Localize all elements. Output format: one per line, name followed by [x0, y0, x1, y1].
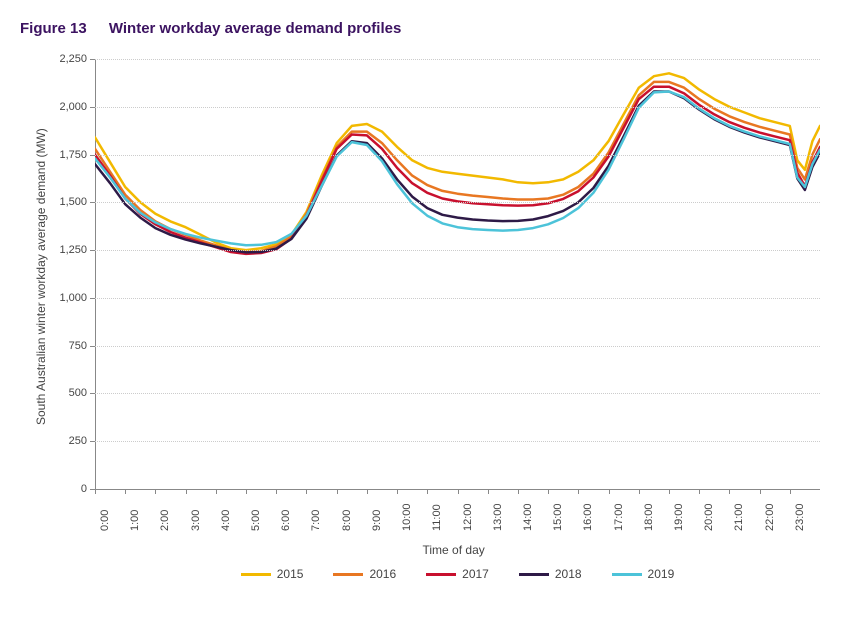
x-tick-label: 16:00	[582, 503, 594, 531]
legend-swatch	[241, 573, 271, 576]
y-tick	[90, 346, 95, 347]
x-tick-label: 5:00	[250, 510, 262, 531]
x-tick-label: 2:00	[159, 510, 171, 531]
y-tick-label: 1,750	[37, 149, 87, 161]
x-tick-label: 13:00	[492, 503, 504, 531]
x-tick	[337, 489, 338, 494]
gridline-h	[95, 155, 820, 156]
x-tick-label: 6:00	[280, 510, 292, 531]
x-tick-label: 12:00	[462, 503, 474, 531]
x-tick	[306, 489, 307, 494]
y-tick	[90, 298, 95, 299]
x-tick	[790, 489, 791, 494]
x-tick-label: 3:00	[190, 510, 202, 531]
y-tick-label: 2,250	[37, 53, 87, 65]
gridline-h	[95, 346, 820, 347]
legend-item-2016: 2016	[333, 567, 396, 581]
x-tick-label: 20:00	[703, 503, 715, 531]
gridline-h	[95, 202, 820, 203]
series-2017	[95, 87, 820, 254]
y-tick-label: 1,250	[37, 244, 87, 256]
y-tick	[90, 250, 95, 251]
y-tick-label: 250	[37, 435, 87, 447]
x-tick	[427, 489, 428, 494]
x-tick	[760, 489, 761, 494]
x-tick	[699, 489, 700, 494]
x-tick-label: 7:00	[310, 510, 322, 531]
legend-swatch	[612, 573, 642, 576]
x-tick-label: 21:00	[733, 503, 745, 531]
x-tick	[639, 489, 640, 494]
y-tick	[90, 59, 95, 60]
x-tick	[95, 489, 96, 494]
x-tick-label: 1:00	[129, 510, 141, 531]
x-tick	[186, 489, 187, 494]
y-tick	[90, 393, 95, 394]
x-tick	[518, 489, 519, 494]
x-tick	[729, 489, 730, 494]
x-tick	[216, 489, 217, 494]
x-tick	[669, 489, 670, 494]
x-tick	[609, 489, 610, 494]
x-tick	[548, 489, 549, 494]
y-tick-label: 1,000	[37, 292, 87, 304]
legend-label: 2018	[555, 567, 582, 581]
x-tick	[155, 489, 156, 494]
x-tick	[125, 489, 126, 494]
gridline-h	[95, 250, 820, 251]
y-tick	[90, 155, 95, 156]
legend-swatch	[519, 573, 549, 576]
legend-label: 2017	[462, 567, 489, 581]
x-tick-label: 18:00	[643, 503, 655, 531]
y-tick-label: 2,000	[37, 101, 87, 113]
gridline-h	[95, 298, 820, 299]
y-tick-label: 1,500	[37, 196, 87, 208]
legend-label: 2019	[648, 567, 675, 581]
x-tick-label: 9:00	[371, 510, 383, 531]
legend-swatch	[333, 573, 363, 576]
x-tick	[276, 489, 277, 494]
x-tick	[367, 489, 368, 494]
y-tick-label: 750	[37, 340, 87, 352]
chart-container: South Australian winter workday average …	[20, 49, 834, 609]
figure-title-text: Winter workday average demand profiles	[109, 20, 401, 37]
legend-label: 2016	[369, 567, 396, 581]
series-2019	[95, 92, 820, 246]
series-2015	[95, 73, 820, 250]
legend-item-2017: 2017	[426, 567, 489, 581]
legend-item-2015: 2015	[241, 567, 304, 581]
x-tick-label: 11:00	[431, 504, 443, 531]
y-tick-label: 0	[37, 483, 87, 495]
x-tick-label: 22:00	[764, 503, 776, 531]
figure-title: Figure 13 Winter workday average demand …	[20, 20, 834, 37]
x-tick-label: 23:00	[794, 503, 806, 531]
x-tick-label: 19:00	[673, 503, 685, 531]
x-tick-label: 17:00	[613, 503, 625, 531]
gridline-h	[95, 393, 820, 394]
gridline-h	[95, 107, 820, 108]
x-tick-label: 0:00	[99, 510, 111, 531]
y-tick	[90, 441, 95, 442]
legend-item-2018: 2018	[519, 567, 582, 581]
x-tick-label: 14:00	[522, 503, 534, 531]
x-tick-label: 8:00	[341, 510, 353, 531]
x-tick-label: 10:00	[401, 503, 413, 531]
gridline-h	[95, 441, 820, 442]
figure-number: Figure 13	[20, 20, 87, 37]
legend-item-2019: 2019	[612, 567, 675, 581]
x-tick-label: 4:00	[220, 510, 232, 531]
x-tick	[246, 489, 247, 494]
legend: 2015 2016 2017 2018 2019	[155, 567, 760, 581]
x-tick-label: 15:00	[552, 503, 564, 531]
legend-swatch	[426, 573, 456, 576]
x-tick	[458, 489, 459, 494]
y-tick-label: 500	[37, 387, 87, 399]
y-tick	[90, 202, 95, 203]
x-tick	[578, 489, 579, 494]
x-tick	[397, 489, 398, 494]
x-tick	[488, 489, 489, 494]
y-tick	[90, 107, 95, 108]
legend-label: 2015	[277, 567, 304, 581]
gridline-h	[95, 59, 820, 60]
